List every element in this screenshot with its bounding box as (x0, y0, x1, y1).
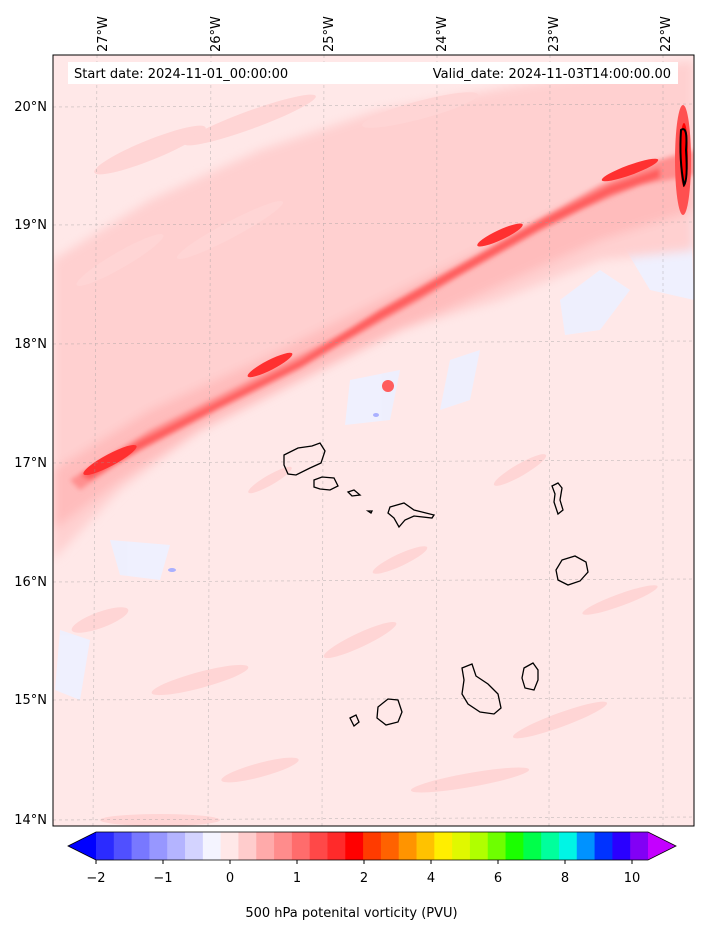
colorbar-segment (416, 832, 435, 860)
colorbar-segment (469, 832, 489, 860)
lat-label: 16°N (14, 575, 47, 590)
colorbar-segment (380, 832, 400, 860)
negative-pv-spot (168, 568, 176, 572)
colorbar-segment (505, 832, 524, 860)
info-box (68, 62, 678, 84)
island-sal (551, 482, 564, 516)
colorbar-ticks: −2 −1 0 1 2 4 6 8 10 (86, 871, 640, 886)
colorbar-tick-label: 8 (561, 871, 569, 886)
colorbar (67, 831, 677, 864)
colorbar-segment (345, 832, 364, 860)
colorbar-segment (309, 832, 328, 860)
colorbar-segment (291, 832, 311, 860)
pv-band-core (70, 150, 694, 490)
island-santo-antao (283, 442, 326, 476)
colorbar-tick-label: 6 (494, 871, 502, 886)
longitude-labels: 27°W 26°W 25°W 24°W 23°W 22°W (96, 16, 674, 52)
colorbar-tick-label: 2 (360, 871, 368, 886)
map-plot-area (53, 55, 694, 826)
pv-streaks (71, 92, 658, 826)
island-brava (349, 714, 360, 728)
colorbar-segment (630, 832, 649, 860)
island-sao-nicolau (387, 502, 436, 529)
colorbar-segment (167, 832, 186, 860)
colorbar-tick-label: 0 (226, 871, 234, 886)
lon-label: 22°W (659, 16, 674, 52)
lat-label: 20°N (14, 100, 47, 115)
colorbar-segment (149, 832, 168, 860)
island-santiago (461, 663, 502, 715)
colorbar-tick-label: 1 (293, 871, 301, 886)
lon-label: 25°W (322, 16, 337, 52)
colorbar-segment (452, 832, 471, 860)
colorbar-segment (612, 832, 631, 860)
colorbar-segment (558, 832, 578, 860)
island-maio (521, 662, 539, 691)
colorbar-segment (256, 832, 275, 860)
colorbar-segment (113, 832, 133, 860)
colorbar-segment (523, 832, 542, 860)
colorbar-segment (541, 832, 560, 860)
colorbar-segment (202, 832, 222, 860)
island-coastlines (283, 442, 589, 728)
map-frame (52, 54, 695, 827)
colorbar-tick-label: 4 (427, 871, 435, 886)
colorbar-tick-label: −1 (153, 871, 172, 886)
colorbar-segment (238, 832, 257, 860)
colorbar-segment (487, 832, 507, 860)
colorbar-title: 500 hPa potenital vorticity (PVU) (245, 906, 458, 921)
lon-label: 23°W (547, 16, 562, 52)
lon-label: 26°W (209, 16, 224, 52)
lon-label: 27°W (96, 16, 111, 52)
colorbar-segment (398, 832, 418, 860)
colorbar-segment (131, 832, 150, 860)
start-date-text: Start date: 2024-11-01_00:00:00 (74, 67, 288, 82)
colorbar-segment (274, 832, 293, 860)
island-sao-vicente (313, 476, 339, 491)
island-branco (365, 510, 374, 514)
lat-label: 17°N (14, 456, 47, 471)
lon-label: 24°W (435, 16, 450, 52)
graticule (53, 55, 694, 826)
colorbar-segment (185, 832, 204, 860)
colorbar-tick-label: 10 (624, 871, 641, 886)
colorbar-segment (434, 832, 453, 860)
colorbar-segment (220, 832, 239, 860)
island-santa-luzia (346, 489, 362, 497)
colorbar-extend-max (648, 832, 676, 860)
colorbar-segment (96, 832, 115, 860)
colorbar-segment (363, 832, 382, 860)
valid-date-text: Valid_date: 2024-11-03T14:00:00.00 (433, 67, 671, 82)
pv-core-max (83, 158, 659, 476)
colorbar-segment (327, 832, 346, 860)
colorbar-tick-label: −2 (86, 871, 105, 886)
negative-pv-spot (373, 413, 379, 417)
lat-label: 19°N (14, 218, 47, 233)
pv-band-outer (53, 60, 694, 560)
island-boa-vista (555, 555, 589, 586)
lat-label: 18°N (14, 337, 47, 352)
island-fogo (376, 698, 403, 726)
colorbar-segment (594, 832, 613, 860)
pv-contour-line (679, 128, 688, 188)
lat-label: 14°N (14, 813, 47, 828)
latitude-labels: 20°N 19°N 18°N 17°N 16°N 15°N 14°N (14, 100, 47, 828)
colorbar-segment (576, 832, 596, 860)
colorbar-extend-min (68, 832, 96, 860)
lat-label: 15°N (14, 693, 47, 708)
